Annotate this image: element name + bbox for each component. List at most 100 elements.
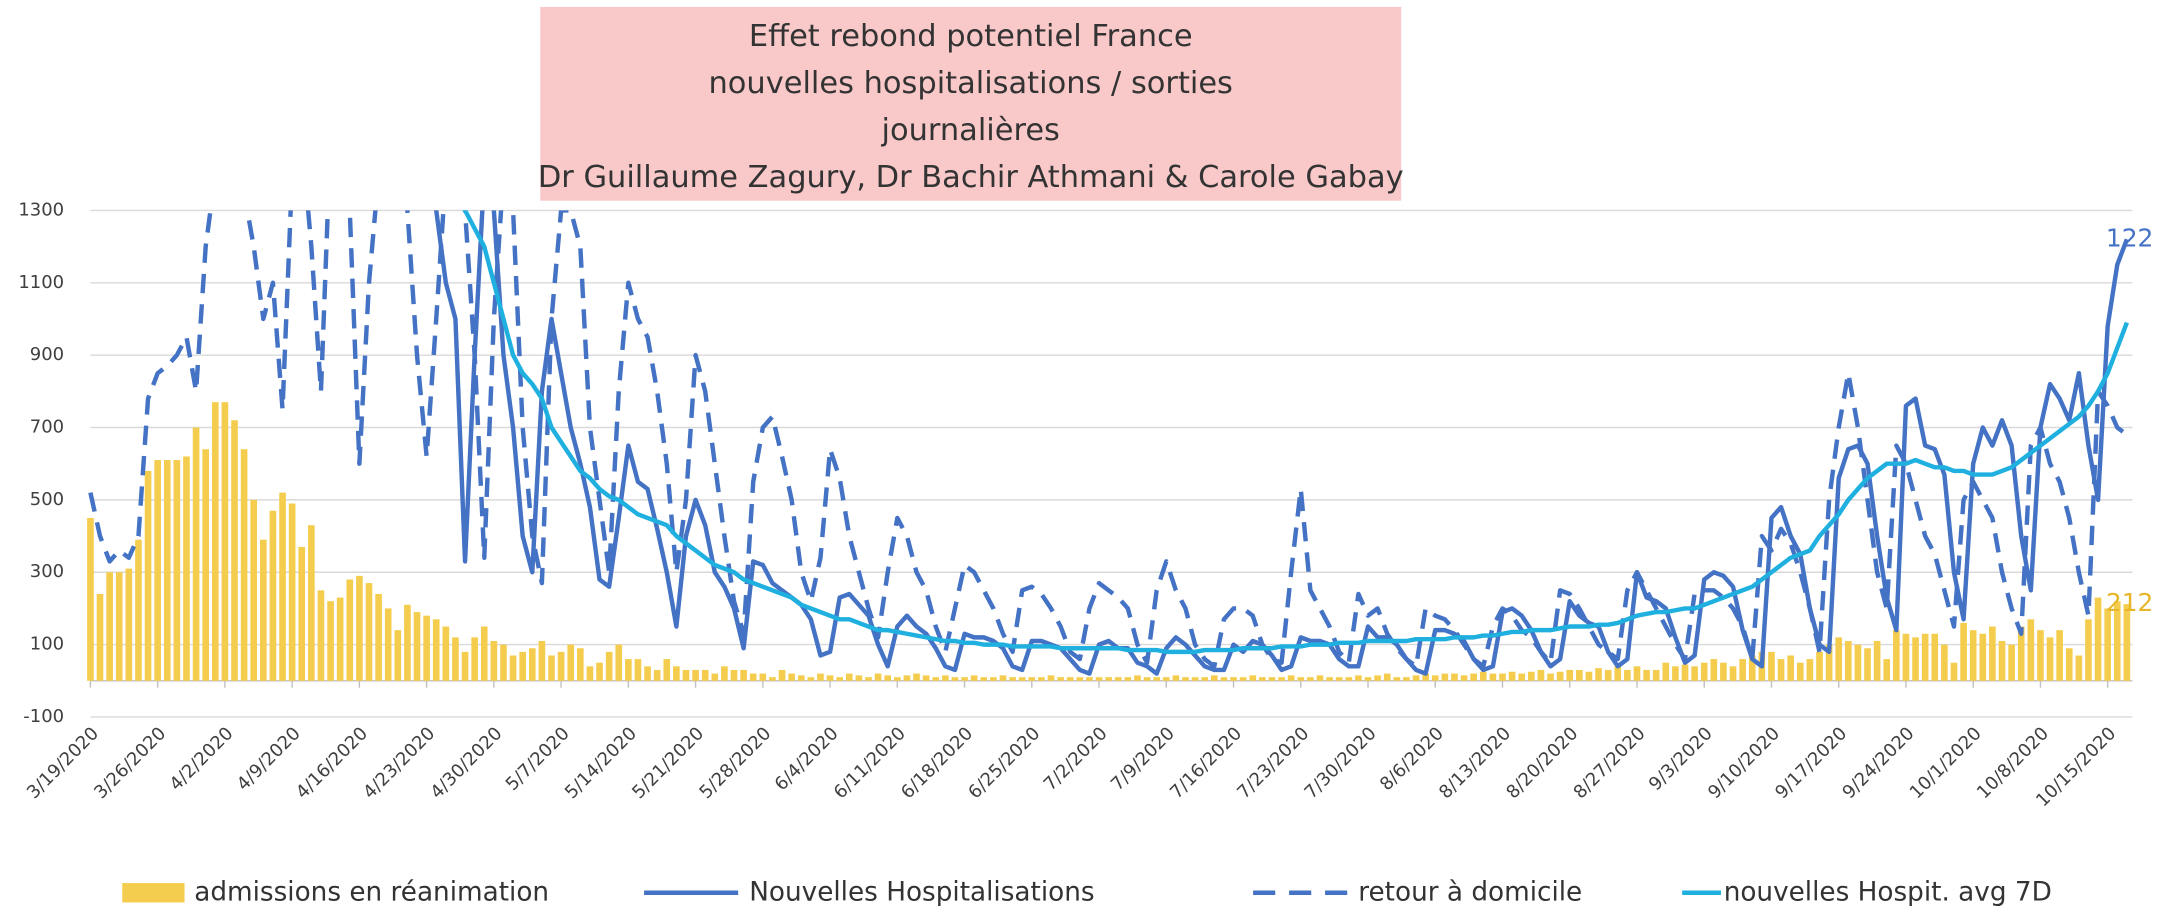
bar [327, 601, 334, 681]
bar [1595, 668, 1602, 681]
bar [1710, 659, 1718, 681]
y-tick-label: 1100 [18, 272, 64, 293]
bar [1172, 675, 1180, 681]
bar [1191, 677, 1199, 681]
x-tick-label: 5/7/2020 [502, 723, 574, 795]
bar [1422, 673, 1429, 681]
bar [576, 648, 584, 681]
bar [1316, 675, 1324, 681]
bar [1912, 637, 1919, 681]
x-tick-label: 7/2/2020 [1040, 723, 1112, 795]
bar [432, 619, 440, 681]
bar [211, 402, 219, 681]
x-tick-label: 4/2/2020 [166, 723, 238, 795]
bar [625, 659, 632, 681]
bar [2085, 619, 2092, 681]
bar [1768, 651, 1775, 681]
x-tick-label: 7/23/2020 [1233, 723, 1313, 803]
x-tick-label: 10/1/2020 [1906, 723, 1986, 803]
bar [1326, 677, 1333, 681]
bar [442, 626, 450, 681]
bar [1268, 677, 1276, 681]
bar [538, 640, 546, 681]
bar [1748, 655, 1756, 681]
bar [394, 630, 402, 681]
bar [961, 677, 968, 681]
bar [1969, 630, 1977, 681]
bar [336, 597, 344, 681]
bar [1624, 669, 1631, 681]
bar [423, 615, 430, 681]
bar [817, 673, 824, 681]
bar [1700, 662, 1708, 681]
bar [125, 568, 133, 681]
bar [317, 590, 325, 681]
bar [701, 669, 709, 681]
x-tick-label: 8/20/2020 [1502, 723, 1582, 803]
y-tick-label: 100 [30, 634, 64, 655]
bar [634, 659, 642, 681]
bar [1018, 677, 1026, 681]
bar [1547, 673, 1554, 681]
bar [1162, 677, 1170, 681]
bar [173, 460, 181, 681]
bar [893, 677, 901, 681]
bar [1278, 677, 1285, 681]
bar [1998, 640, 2006, 681]
bar [1287, 675, 1295, 681]
bar [1220, 677, 1228, 681]
bar [1028, 677, 1036, 681]
bar [557, 651, 565, 681]
bar [202, 449, 210, 681]
bar [807, 677, 815, 681]
x-tick-label: 5/28/2020 [695, 723, 775, 803]
x-tick-label: 4/23/2020 [359, 723, 439, 803]
bar [673, 666, 680, 681]
bar [1979, 633, 1987, 681]
bar [1796, 662, 1804, 681]
bar [519, 651, 527, 681]
bar [404, 604, 411, 681]
bar [682, 669, 690, 681]
bar [1307, 677, 1314, 681]
bar [2094, 597, 2102, 681]
bar [769, 677, 776, 681]
bar [2027, 619, 2035, 681]
bar [115, 572, 123, 681]
bar [1239, 677, 1247, 681]
bar [1556, 671, 1564, 681]
bar [2017, 626, 2025, 681]
bar [2065, 648, 2073, 681]
bar [1844, 640, 1852, 681]
bar [1355, 675, 1362, 681]
bar [1643, 669, 1650, 681]
bar [1038, 677, 1045, 681]
x-tick-label: 3/19/2020 [23, 723, 103, 803]
bar [730, 669, 738, 681]
bar [884, 675, 892, 681]
dashed-line [88, 210, 2129, 669]
bar [2075, 655, 2083, 681]
x-tick-label: 9/3/2020 [1645, 723, 1717, 795]
bar [1076, 677, 1084, 681]
bar [1835, 637, 1843, 681]
bar [413, 612, 421, 681]
bar [596, 662, 603, 681]
bar [1393, 677, 1401, 681]
bar [365, 583, 373, 681]
bar [375, 593, 382, 681]
bar [240, 449, 248, 681]
x-tick-label: 7/30/2020 [1301, 723, 1381, 803]
x-tick-label: 4/30/2020 [426, 723, 506, 803]
bar [855, 675, 863, 681]
bar [1412, 675, 1420, 681]
bar [922, 675, 930, 681]
bar [1508, 671, 1516, 681]
bar [1941, 644, 1948, 681]
bar [1672, 666, 1679, 681]
bar [1614, 666, 1622, 681]
bar [250, 499, 258, 681]
legend-label: admissions en réanimation [194, 877, 549, 907]
bar [1441, 673, 1449, 681]
